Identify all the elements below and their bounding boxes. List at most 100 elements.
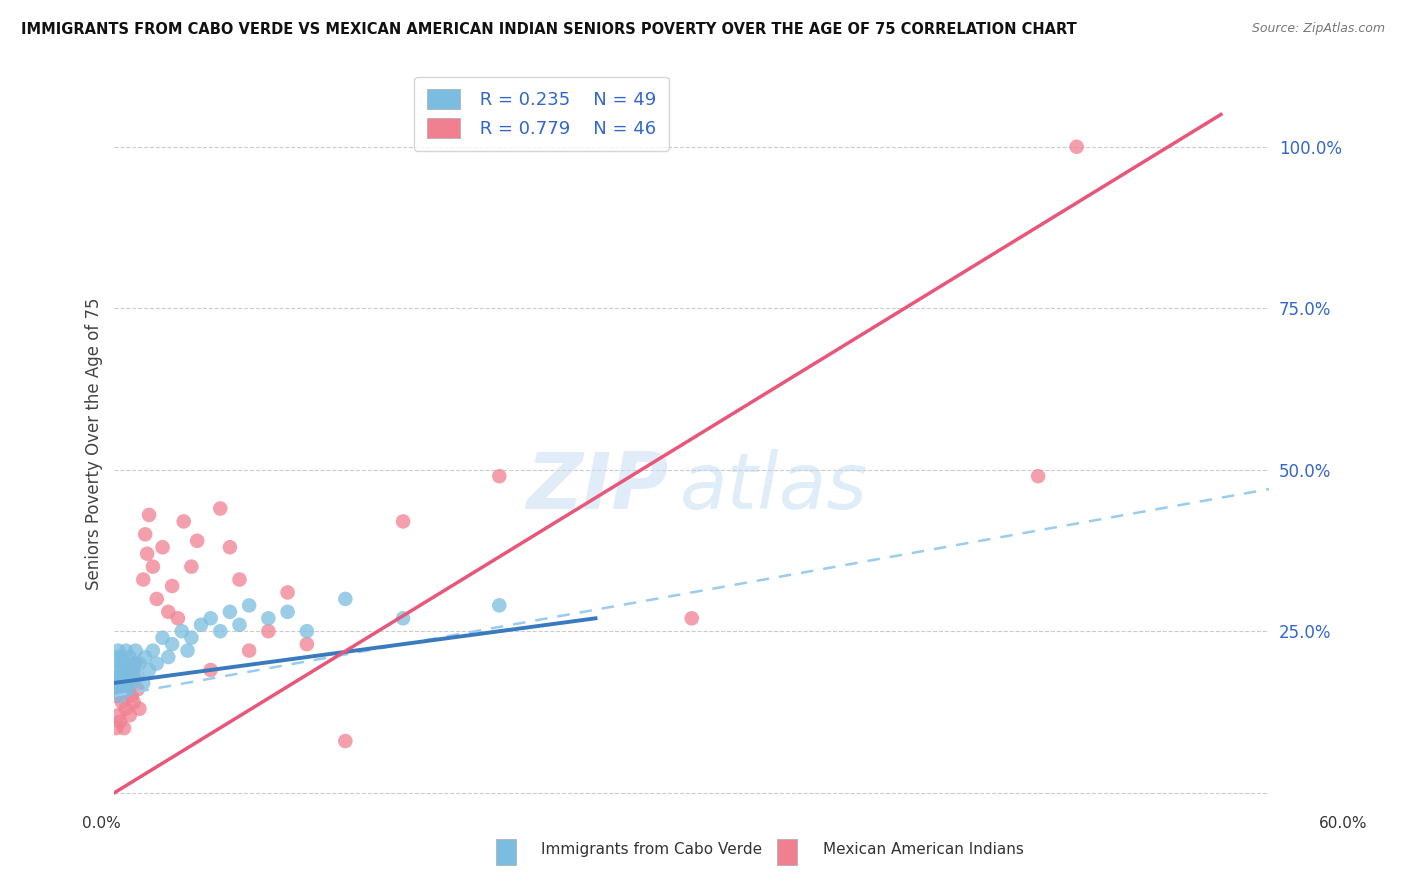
Text: ZIP: ZIP xyxy=(526,450,669,525)
Point xyxy=(138,663,160,677)
Point xyxy=(112,682,135,697)
Text: 60.0%: 60.0% xyxy=(1319,816,1367,831)
Point xyxy=(108,714,131,729)
Point xyxy=(488,599,510,613)
Point xyxy=(105,689,128,703)
Point xyxy=(157,605,180,619)
Point xyxy=(122,669,145,683)
Point xyxy=(134,527,156,541)
Point xyxy=(142,559,165,574)
Point xyxy=(105,650,128,665)
Point xyxy=(111,676,134,690)
Point xyxy=(157,650,180,665)
Point xyxy=(152,631,174,645)
Point xyxy=(118,669,141,683)
Point xyxy=(218,541,240,555)
Point xyxy=(112,657,135,671)
Point xyxy=(127,682,149,697)
Point xyxy=(228,573,250,587)
Point xyxy=(200,611,222,625)
Text: 0.0%: 0.0% xyxy=(82,816,121,831)
Point xyxy=(134,650,156,665)
Point xyxy=(145,657,167,671)
Point xyxy=(681,611,703,625)
Text: IMMIGRANTS FROM CABO VERDE VS MEXICAN AMERICAN INDIAN SENIORS POVERTY OVER THE A: IMMIGRANTS FROM CABO VERDE VS MEXICAN AM… xyxy=(21,22,1077,37)
Point xyxy=(1026,469,1049,483)
Point xyxy=(121,689,143,703)
Point xyxy=(117,682,139,697)
Point xyxy=(108,657,131,671)
Y-axis label: Seniors Poverty Over the Age of 75: Seniors Poverty Over the Age of 75 xyxy=(86,298,103,591)
Point xyxy=(392,515,415,529)
Point xyxy=(138,508,160,522)
Point xyxy=(128,702,150,716)
Point xyxy=(105,676,128,690)
Point xyxy=(209,624,232,639)
Point xyxy=(122,663,145,677)
Legend:  R = 0.235    N = 49,  R = 0.779    N = 46: R = 0.235 N = 49, R = 0.779 N = 46 xyxy=(415,77,669,151)
Point xyxy=(145,591,167,606)
Point xyxy=(122,657,145,671)
Text: atlas: atlas xyxy=(681,450,868,525)
Point xyxy=(118,708,141,723)
Point xyxy=(112,676,135,690)
Point xyxy=(173,515,195,529)
Point xyxy=(117,663,139,677)
Point xyxy=(160,637,183,651)
Point xyxy=(190,617,212,632)
Point xyxy=(107,663,129,677)
Point xyxy=(115,676,138,690)
Point xyxy=(132,676,155,690)
Text: Immigrants from Cabo Verde: Immigrants from Cabo Verde xyxy=(541,842,762,857)
Text: Mexican American Indians: Mexican American Indians xyxy=(823,842,1024,857)
Point xyxy=(111,695,134,709)
Point xyxy=(488,469,510,483)
Point xyxy=(112,669,135,683)
Point xyxy=(108,682,131,697)
Point xyxy=(105,721,128,735)
Point xyxy=(117,682,139,697)
Point xyxy=(111,663,134,677)
Point xyxy=(228,617,250,632)
Point xyxy=(115,702,138,716)
Point xyxy=(238,599,260,613)
Point xyxy=(118,663,141,677)
Point xyxy=(257,624,280,639)
Point xyxy=(186,533,208,548)
Point xyxy=(124,643,146,657)
Point xyxy=(128,657,150,671)
Point xyxy=(107,682,129,697)
Point xyxy=(160,579,183,593)
Point xyxy=(132,573,155,587)
Point xyxy=(200,663,222,677)
Point xyxy=(277,585,299,599)
Point xyxy=(152,541,174,555)
Point xyxy=(295,637,318,651)
Point xyxy=(108,689,131,703)
Point xyxy=(118,650,141,665)
Point xyxy=(392,611,415,625)
Point xyxy=(167,611,190,625)
Point xyxy=(107,708,129,723)
Point xyxy=(277,605,299,619)
Point xyxy=(136,547,159,561)
Point xyxy=(115,643,138,657)
Point xyxy=(335,734,357,748)
Point xyxy=(111,650,134,665)
Point xyxy=(218,605,240,619)
Point xyxy=(142,643,165,657)
Point xyxy=(257,611,280,625)
Point xyxy=(108,669,131,683)
Point xyxy=(238,643,260,657)
Point xyxy=(176,643,198,657)
Point xyxy=(209,501,232,516)
Point xyxy=(1066,140,1088,154)
Point xyxy=(124,657,146,671)
Point xyxy=(180,559,202,574)
Point xyxy=(180,631,202,645)
Text: Source: ZipAtlas.com: Source: ZipAtlas.com xyxy=(1251,22,1385,36)
Point xyxy=(107,643,129,657)
Point xyxy=(295,624,318,639)
Point xyxy=(335,591,357,606)
Point xyxy=(170,624,193,639)
